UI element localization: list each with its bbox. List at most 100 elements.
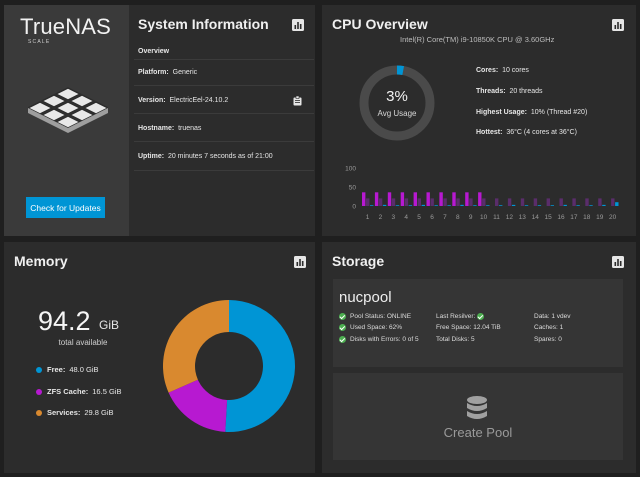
truenas-logo-sub: SCALE: [28, 39, 51, 45]
cpu-gauge-fill: [359, 65, 435, 141]
cpu-bar: [559, 198, 563, 206]
check-updates-button[interactable]: Check for Updates: [26, 197, 105, 218]
pool-name[interactable]: nucpool: [339, 289, 392, 306]
cpu-bar: [391, 198, 396, 206]
cores-stat: Cores: 10 cores: [476, 67, 529, 74]
x-tick-label: 5: [417, 214, 421, 221]
cpu-bar: [456, 198, 460, 206]
x-tick-label: 9: [469, 214, 473, 221]
cpu-bar: [417, 198, 421, 206]
divider: [134, 170, 314, 171]
hostname-row: Hostname: truenas: [138, 125, 202, 132]
highest-usage-stat: Highest Usage: 10% (Thread #20): [476, 109, 588, 116]
cpu-bar: [576, 205, 580, 206]
copy-version-icon[interactable]: [293, 96, 302, 106]
y-tick-label: 100: [345, 166, 356, 173]
cpu-bar: [362, 192, 366, 206]
disks-with-errors: Disks with Errors: 0 of 5: [339, 336, 419, 343]
cpu-bar: [537, 205, 542, 206]
x-tick-label: 6: [430, 214, 434, 221]
x-tick-label: 12: [506, 214, 514, 221]
chart-icon[interactable]: [294, 256, 306, 268]
cpu-bar: [443, 198, 447, 206]
overview-heading: Overview: [138, 48, 170, 55]
x-tick-label: 7: [443, 214, 447, 221]
cpu-bar: [395, 205, 400, 206]
cpu-bar: [400, 192, 405, 206]
cpu-bar: [572, 198, 576, 206]
pool-card[interactable]: [333, 279, 623, 367]
check-icon: [477, 313, 485, 320]
system-info-title: System Information: [138, 16, 269, 32]
x-tick-label: 1: [366, 214, 370, 221]
cpu-bar: [421, 204, 425, 206]
server-rack-icon: [28, 87, 108, 133]
storage-title: Storage: [332, 253, 385, 269]
cpu-bar: [413, 192, 417, 206]
x-tick-label: 2: [379, 214, 383, 221]
memory-legend-free: Free: 48.0 GiB: [36, 365, 99, 374]
memory-total-label: total available: [58, 338, 108, 347]
cpu-model: Intel(R) Core(TM) i9-10850K CPU @ 3.60GH…: [400, 35, 555, 44]
x-tick-label: 19: [596, 214, 604, 221]
chart-icon[interactable]: [612, 19, 624, 31]
cpu-bar: [546, 198, 550, 206]
cpu-bar: [585, 198, 589, 206]
check-icon: [339, 324, 346, 331]
cpu-overview-title: CPU Overview: [332, 16, 428, 32]
version-row: Version: ElectricEel-24.10.2: [138, 97, 229, 104]
cpu-bar: [486, 205, 490, 206]
cpu-bar: [598, 198, 602, 206]
chart-icon[interactable]: [612, 256, 624, 268]
cpu-bar: [533, 198, 538, 206]
memory-title: Memory: [14, 253, 68, 269]
caches: Caches: 1: [534, 324, 564, 331]
x-tick-label: 13: [519, 214, 527, 221]
cpu-bar: [524, 205, 529, 206]
cpu-bar: [404, 198, 409, 206]
cpu-usage-gauge: [359, 65, 435, 141]
x-tick-label: 11: [493, 214, 500, 221]
cpu-bar: [615, 202, 619, 206]
donut-slice: [163, 300, 229, 393]
used-space: Used Space: 62%: [339, 324, 402, 331]
chart-icon[interactable]: [292, 19, 304, 31]
cpu-bar: [611, 198, 615, 206]
cpu-bar: [473, 205, 477, 206]
total-disks: Total Disks: 5: [436, 336, 475, 343]
memory-donut-chart: [163, 300, 295, 432]
legend-dot: [36, 409, 42, 416]
cpu-usage-label: Avg Usage: [377, 109, 417, 118]
cpu-bar: [602, 204, 606, 206]
memory-total: 94.2: [38, 306, 91, 336]
legend-dot: [36, 388, 42, 395]
memory-legend-services: Services: 29.8 GiB: [36, 408, 114, 417]
cpu-bar: [550, 205, 554, 206]
x-tick-label: 16: [557, 214, 565, 221]
cpu-bar: [366, 198, 370, 206]
memory-unit: GiB: [99, 318, 120, 332]
cpu-bar: [563, 204, 567, 206]
divider: [134, 85, 314, 86]
create-pool-label[interactable]: Create Pool: [443, 425, 513, 440]
cpu-bar: [382, 204, 387, 206]
cpu-bar: [478, 192, 482, 206]
truenas-logo: TrueNAS: [20, 14, 112, 39]
donut-slice: [225, 300, 295, 432]
cpu-bar: [430, 198, 434, 206]
cpu-bar: [370, 205, 374, 206]
cpu-bar: [465, 192, 469, 206]
spares: Spares: 0: [534, 336, 562, 343]
divider: [134, 59, 314, 60]
cpu-bar: [378, 198, 383, 206]
free-space: Free Space: 12.04 TiB: [436, 324, 501, 331]
cpu-bar: [434, 205, 438, 206]
x-tick-label: 18: [583, 214, 591, 221]
database-icon: [467, 396, 487, 419]
x-tick-label: 3: [391, 214, 395, 221]
cpu-bar: [507, 198, 512, 206]
donut-slice: [168, 379, 228, 432]
y-tick-label: 0: [352, 204, 356, 211]
cpu-bar: [511, 204, 516, 206]
